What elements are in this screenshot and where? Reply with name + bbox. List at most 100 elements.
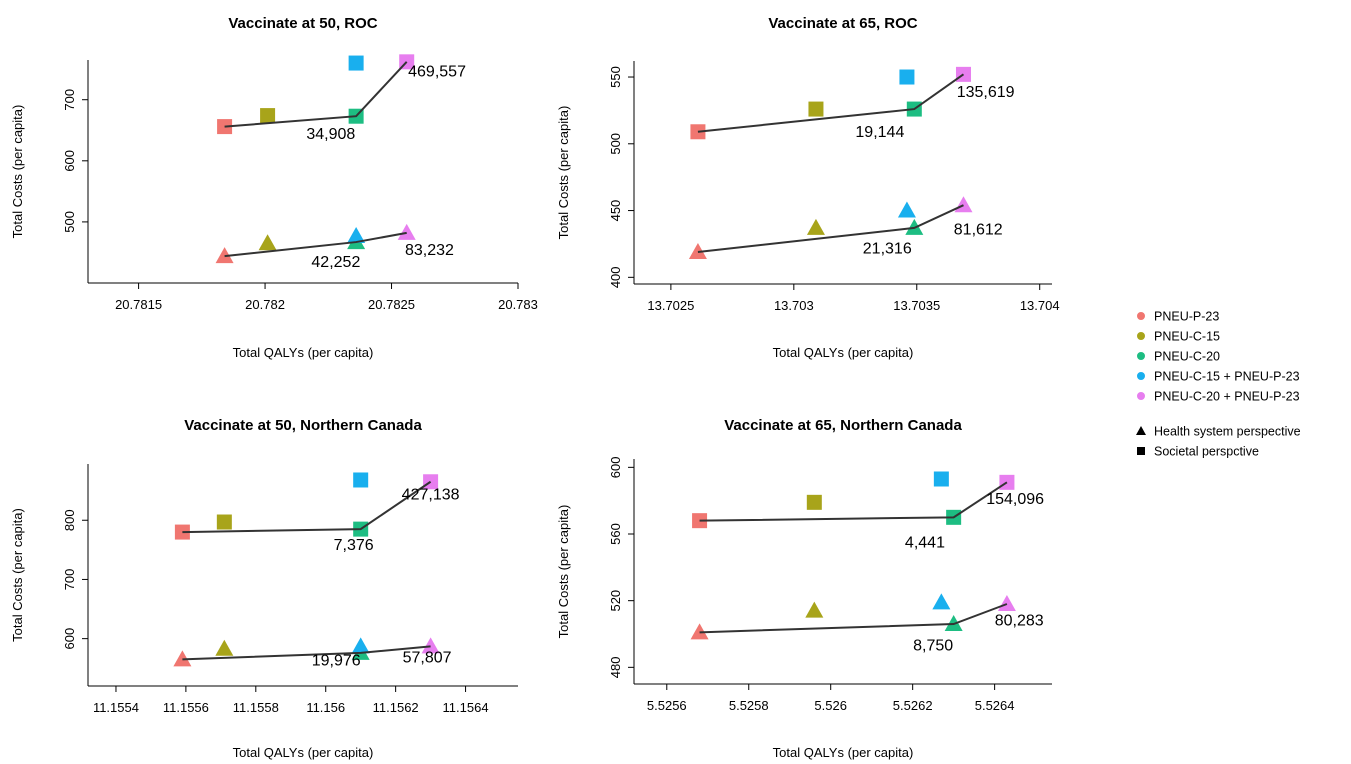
efficiency-frontier-line [224,61,408,128]
efficiency-frontier-line [699,603,1008,634]
legend-swatch [1137,332,1145,340]
legend-entry: PNEU-C-15 + PNEU-P-23 [1154,370,1300,384]
y-tick-label: 450 [608,200,623,222]
x-tick-label: 20.7815 [115,297,162,312]
x-tick-label: 11.1556 [163,700,209,715]
icer-label: 57,807 [403,649,452,666]
icer-label: 19,976 [312,652,361,669]
x-tick-label: 5.526 [814,698,847,713]
icer-label: 81,612 [954,222,1003,239]
icer-label: 154,096 [986,491,1044,508]
square-marker [216,514,232,530]
legend-square-icon [1137,447,1145,455]
y-tick-label: 700 [62,569,77,591]
y-tick-label: 520 [608,590,623,612]
triangle-marker [806,218,825,235]
icer-label: 8,750 [913,638,953,655]
icer-label: 80,283 [995,613,1044,630]
icer-label: 427,138 [402,487,460,504]
legend-swatch [1137,392,1145,400]
icer-label: 34,908 [306,126,355,143]
y-axis-label: Total Costs (per capita) [10,508,25,642]
x-tick-label: 13.7025 [647,298,694,313]
x-axis-label: Total QALYs (per capita) [233,345,374,360]
y-tick-label: 500 [608,133,623,155]
x-tick-label: 13.703 [774,298,814,313]
x-tick-label: 20.783 [498,297,538,312]
chart-panel-3: Vaccinate at 50, Northern Canada 11.1554 1… [10,417,518,760]
y-tick-label: 700 [62,89,77,111]
chart-panel-4: Vaccinate at 65, Northern Canada 5.5256 5.… [556,417,1052,760]
legend-entry: PNEU-C-20 [1154,350,1220,364]
y-tick-label: 480 [608,656,623,678]
x-tick-label: 20.782 [245,297,285,312]
triangle-marker [351,637,370,654]
x-tick-label: 13.7035 [893,298,940,313]
chart-panel-1: Vaccinate at 50, ROC 20.7815 20.782 20.7825… [10,15,538,360]
square-marker [353,472,369,488]
triangle-marker [421,637,440,654]
y-tick-label: 600 [62,150,77,172]
y-tick-label: 500 [62,211,77,233]
efficiency-frontier-line [182,645,431,661]
triangle-marker [805,601,824,618]
chart-title: Vaccinate at 50, ROC [228,15,377,32]
x-tick-label: 11.1558 [233,700,279,715]
chart-panel-2: Vaccinate at 65, ROC 13.7025 13.703 13.7035… [556,15,1060,360]
icer-label: 4,441 [905,534,945,551]
chart-title: Vaccinate at 65, Northern Canada [724,417,962,434]
icer-label: 135,619 [957,84,1015,101]
square-marker [899,69,915,85]
triangle-marker [897,201,916,218]
efficiency-frontier-line [699,481,1008,522]
square-marker [933,471,949,487]
legend-swatch [1137,352,1145,360]
triangle-marker [954,196,973,213]
legend-entry: PNEU-C-20 + PNEU-P-23 [1154,390,1300,404]
triangle-marker [347,226,366,243]
legend-entry: PNEU-C-15 [1154,330,1220,344]
x-tick-label: 5.5258 [729,698,769,713]
y-tick-label: 400 [608,266,623,288]
legend-entry: Societal perspctive [1154,445,1259,459]
legend-entry: Health system perspective [1154,425,1301,439]
icer-label: 42,252 [311,254,360,271]
square-marker [806,494,822,510]
efficiency-frontier-line [182,480,432,534]
legend-triangle-icon [1136,426,1146,435]
square-marker [808,101,824,117]
y-tick-label: 560 [608,523,623,545]
legend-entry: PNEU-P-23 [1154,310,1219,324]
y-axis-label: Total Costs (per capita) [10,105,25,239]
legend-swatch [1137,312,1145,320]
x-tick-label: 11.1564 [443,700,489,715]
chart-title: Vaccinate at 50, Northern Canada [184,417,422,434]
efficiency-frontier-line [697,73,965,133]
efficiency-frontier-line [697,204,964,253]
square-marker [348,55,364,71]
triangle-marker [215,639,234,656]
y-axis-label: Total Costs (per capita) [556,505,571,639]
icer-label: 7,376 [334,537,374,554]
legend-swatch [1137,372,1145,380]
x-tick-label: 13.704 [1020,298,1060,313]
triangle-marker [397,223,416,240]
y-tick-label: 800 [62,509,77,531]
triangle-marker [997,595,1016,611]
x-tick-label: 5.5264 [975,698,1015,713]
y-tick-label: 600 [62,628,77,650]
triangle-marker [258,234,277,251]
icer-label: 19,144 [855,124,904,141]
y-tick-label: 550 [608,66,623,88]
efficiency-frontier-line [224,231,407,258]
x-tick-label: 5.5262 [893,698,933,713]
x-tick-label: 11.1562 [373,700,419,715]
icer-label: 21,316 [863,240,912,257]
triangle-marker [932,593,951,610]
x-axis-label: Total QALYs (per capita) [233,745,374,760]
legend: PNEU-P-23 PNEU-C-15 PNEU-C-20 PNEU-C-15 + P… [1136,310,1301,459]
y-axis-label: Total Costs (per capita) [556,106,571,240]
x-tick-label: 5.5256 [647,698,687,713]
x-tick-label: 11.156 [306,700,345,715]
